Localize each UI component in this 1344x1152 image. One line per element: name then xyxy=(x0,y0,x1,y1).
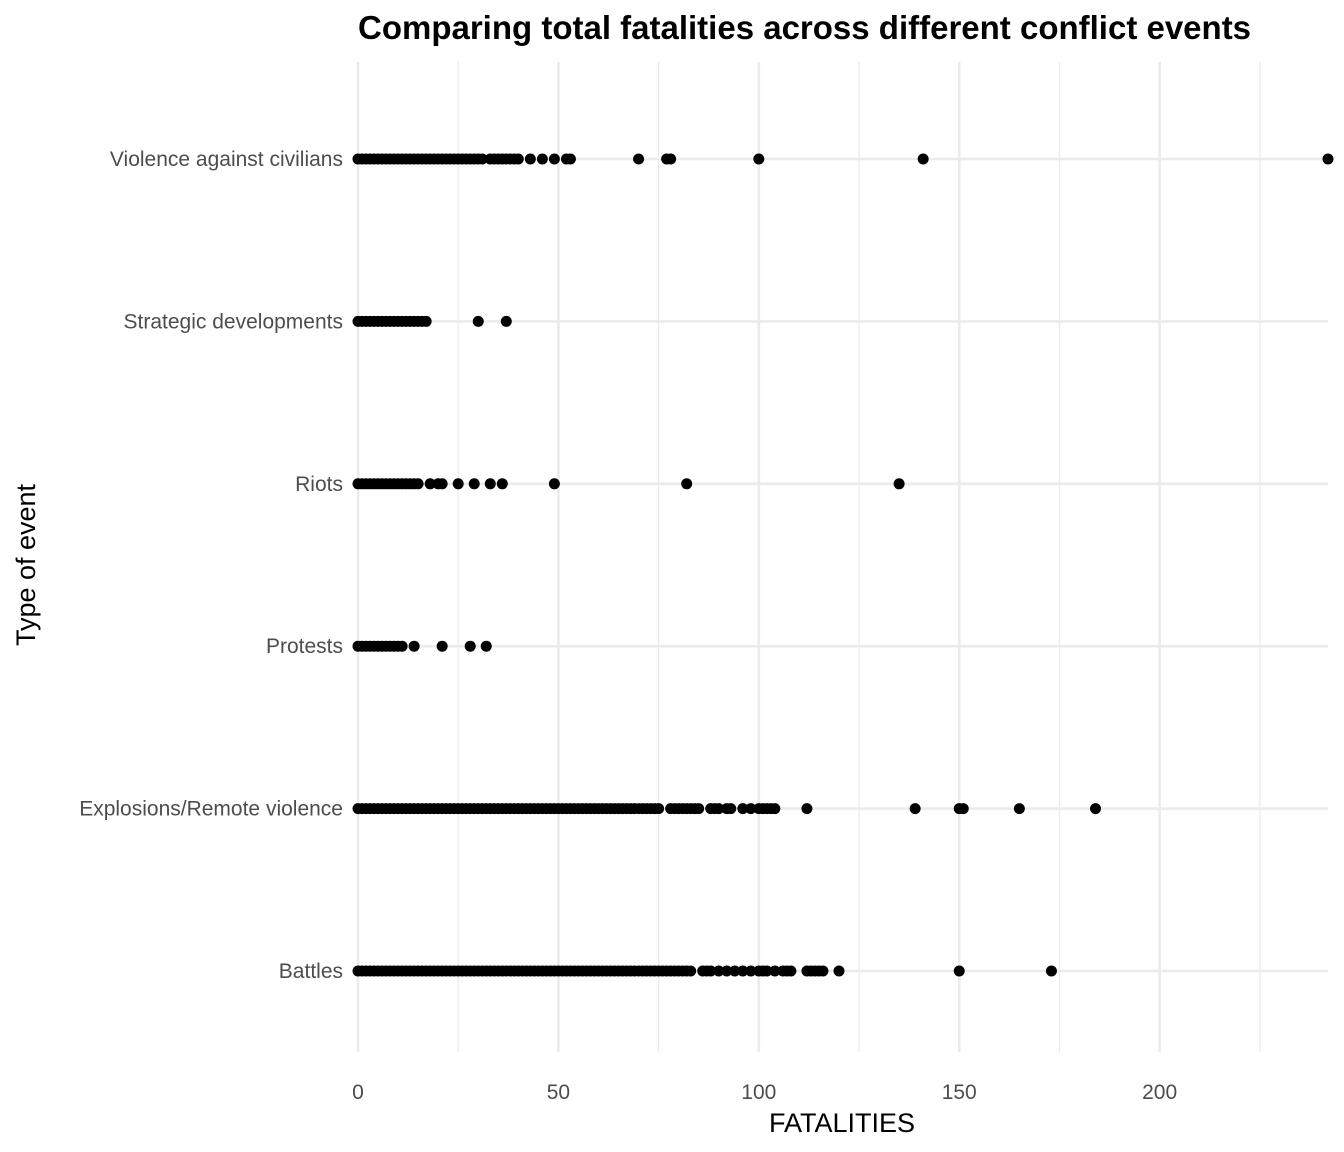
data-point xyxy=(737,965,749,977)
data-point xyxy=(953,965,965,977)
data-point xyxy=(705,965,717,977)
data-point xyxy=(424,478,436,490)
data-point xyxy=(484,478,496,490)
data-point xyxy=(681,478,693,490)
data-point xyxy=(713,803,725,815)
data-point xyxy=(1090,803,1102,815)
y-tick-label: Strategic developments xyxy=(124,310,343,333)
data-point xyxy=(524,153,536,165)
data-point xyxy=(745,965,757,977)
data-points xyxy=(352,153,1334,977)
data-point xyxy=(713,965,725,977)
y-axis-title: Type of event xyxy=(11,483,41,646)
data-point xyxy=(909,803,921,815)
data-point xyxy=(408,640,420,652)
gridlines xyxy=(356,62,1328,1052)
x-tick-label: 100 xyxy=(741,1081,776,1104)
y-tick-label: Battles xyxy=(279,960,343,983)
data-point xyxy=(480,640,492,652)
data-point xyxy=(753,153,765,165)
data-point xyxy=(685,965,697,977)
data-point xyxy=(512,153,524,165)
data-point xyxy=(468,478,480,490)
data-point xyxy=(737,803,749,815)
data-point xyxy=(801,803,813,815)
data-point xyxy=(476,153,488,165)
data-point xyxy=(769,803,781,815)
data-point xyxy=(1045,965,1057,977)
x-tick-label: 50 xyxy=(547,1081,570,1104)
x-axis-title: FATALITIES xyxy=(769,1108,915,1138)
y-axis-ticks: Battles Explosions/Remote violence Protest… xyxy=(79,148,343,983)
data-point xyxy=(464,640,476,652)
data-point xyxy=(725,803,737,815)
data-point xyxy=(564,153,576,165)
x-tick-label: 0 xyxy=(352,1081,364,1104)
y-tick-label: Violence against civilians xyxy=(110,148,343,171)
data-point xyxy=(665,153,677,165)
data-point xyxy=(893,478,905,490)
x-axis-ticks: 0 50 100 150 200 xyxy=(352,1081,1177,1104)
x-tick-label: 150 xyxy=(942,1081,977,1104)
data-point xyxy=(1322,153,1334,165)
y-tick-label: Riots xyxy=(295,473,343,496)
data-point xyxy=(917,153,929,165)
data-point xyxy=(472,315,484,327)
y-tick-label: Explosions/Remote violence xyxy=(79,798,343,821)
data-point xyxy=(420,315,432,327)
data-point xyxy=(396,640,408,652)
data-point xyxy=(761,965,773,977)
data-point xyxy=(769,965,781,977)
data-point xyxy=(653,803,665,815)
data-point xyxy=(500,315,512,327)
data-point xyxy=(548,478,560,490)
data-point xyxy=(436,478,448,490)
data-point xyxy=(833,965,845,977)
data-point xyxy=(693,803,705,815)
data-point xyxy=(957,803,969,815)
data-point xyxy=(729,965,741,977)
data-point xyxy=(496,478,508,490)
data-point xyxy=(452,478,464,490)
data-point xyxy=(536,153,548,165)
data-point xyxy=(548,153,560,165)
chart-title: Comparing total fatalities across differ… xyxy=(358,9,1251,46)
data-point xyxy=(721,965,733,977)
data-point xyxy=(436,640,448,652)
data-point xyxy=(1013,803,1025,815)
data-point xyxy=(817,965,829,977)
x-tick-label: 200 xyxy=(1142,1081,1177,1104)
data-point xyxy=(633,153,645,165)
y-tick-label: Protests xyxy=(266,635,343,658)
data-point xyxy=(745,803,757,815)
data-point xyxy=(412,478,424,490)
data-point xyxy=(785,965,797,977)
